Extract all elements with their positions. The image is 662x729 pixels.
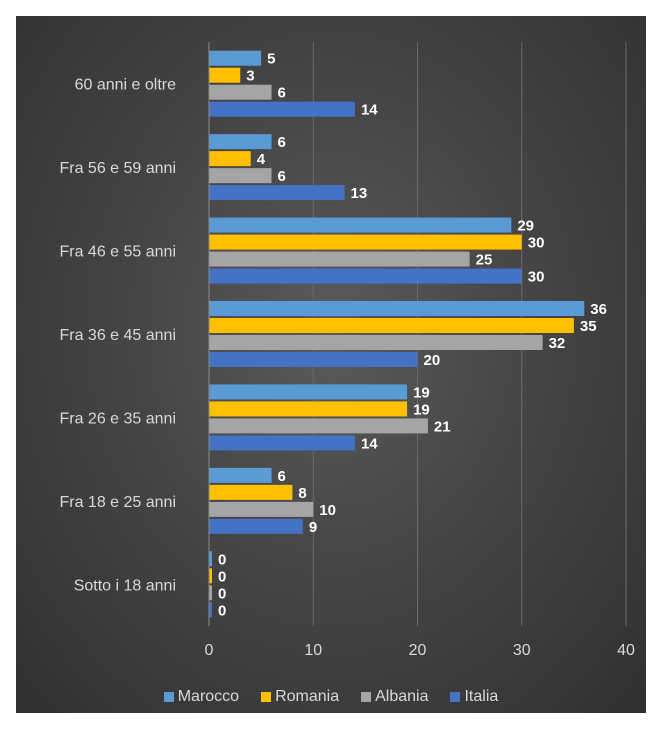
data-label: 30: [528, 269, 545, 286]
bar: [209, 401, 408, 417]
bar: [209, 168, 272, 184]
bar: [209, 101, 355, 117]
data-label: 35: [580, 318, 597, 335]
category-label: 60 anni e oltre: [75, 77, 177, 94]
legend-swatch: [361, 692, 372, 702]
legend-label: Albania: [375, 688, 429, 705]
bar: [209, 251, 470, 267]
x-tick-label: 40: [617, 642, 635, 659]
legend-label: Italia: [464, 688, 499, 705]
data-label: 30: [528, 235, 545, 252]
data-label: 19: [413, 401, 430, 418]
bar: [209, 50, 262, 66]
data-label: 0: [218, 568, 226, 585]
data-label: 36: [590, 301, 607, 318]
legend-item: Marocco: [163, 688, 240, 706]
data-label: 8: [298, 485, 306, 502]
legend-swatch: [261, 692, 272, 702]
data-label: 13: [351, 185, 368, 202]
category-label: Fra 18 e 25 anni: [59, 494, 176, 511]
bar: [209, 217, 512, 233]
x-tick-label: 20: [409, 642, 427, 659]
data-label: 5: [267, 51, 275, 68]
data-label: 14: [361, 102, 378, 119]
bar: [209, 484, 293, 500]
legend-label: Marocco: [177, 688, 240, 705]
bar: [209, 435, 355, 451]
bar: [209, 67, 241, 83]
data-label: 0: [218, 551, 226, 568]
legend-label: Romania: [275, 688, 340, 705]
legend-swatch: [450, 692, 461, 702]
category-label: Fra 46 e 55 anni: [59, 244, 176, 261]
bar: [209, 234, 522, 250]
x-tick-label: 0: [205, 642, 214, 659]
category-label: Fra 36 e 45 anni: [59, 327, 176, 344]
category-label: Fra 56 e 59 anni: [59, 160, 176, 177]
data-label: 25: [476, 252, 493, 269]
bar: [209, 467, 272, 483]
bar: [209, 335, 543, 350]
chart-area: 0 10 20 30 40 60 anni e oltre 5 3 6 14 Fra 56 e 59…: [16, 16, 646, 713]
legend-swatch: [163, 692, 174, 702]
data-label: 9: [309, 519, 317, 536]
data-label: 4: [257, 151, 266, 168]
category-label: Sotto i 18 anni: [74, 577, 176, 594]
bar: [209, 185, 345, 201]
data-label: 6: [278, 168, 286, 185]
legend-item: Albania: [361, 688, 428, 706]
legend-item: Romania: [261, 688, 339, 706]
data-label: 14: [361, 435, 378, 452]
data-label: 0: [218, 602, 226, 619]
bar: [209, 568, 212, 584]
category-label: Fra 26 e 35 anni: [59, 410, 176, 427]
data-label: 10: [319, 502, 336, 519]
bar: [209, 585, 212, 601]
bar: [209, 134, 272, 150]
bar: [209, 301, 585, 316]
bar: [209, 84, 272, 100]
data-label: 0: [218, 585, 226, 602]
data-label: 20: [424, 352, 441, 369]
bar: [209, 518, 303, 534]
bar: [209, 501, 314, 517]
data-label: 6: [278, 134, 286, 151]
bar: [209, 551, 212, 567]
data-label: 21: [434, 418, 451, 435]
data-label: 19: [413, 384, 430, 401]
legend-item: Italia: [450, 688, 498, 706]
bar: [209, 151, 251, 167]
bar: [209, 418, 428, 434]
x-tick-label: 30: [513, 642, 531, 659]
data-label: 3: [246, 68, 254, 85]
x-tick-label: 10: [304, 642, 322, 659]
data-label: 6: [278, 468, 286, 485]
data-label: 6: [278, 85, 286, 102]
chart-legend: Marocco Romania Albania Italia: [16, 688, 646, 706]
bar: [209, 268, 522, 284]
data-label: 32: [549, 335, 566, 352]
bar: [209, 602, 212, 618]
data-label: 29: [517, 218, 534, 235]
bar: [209, 352, 418, 367]
bar: [209, 318, 574, 333]
bar: [209, 384, 408, 400]
